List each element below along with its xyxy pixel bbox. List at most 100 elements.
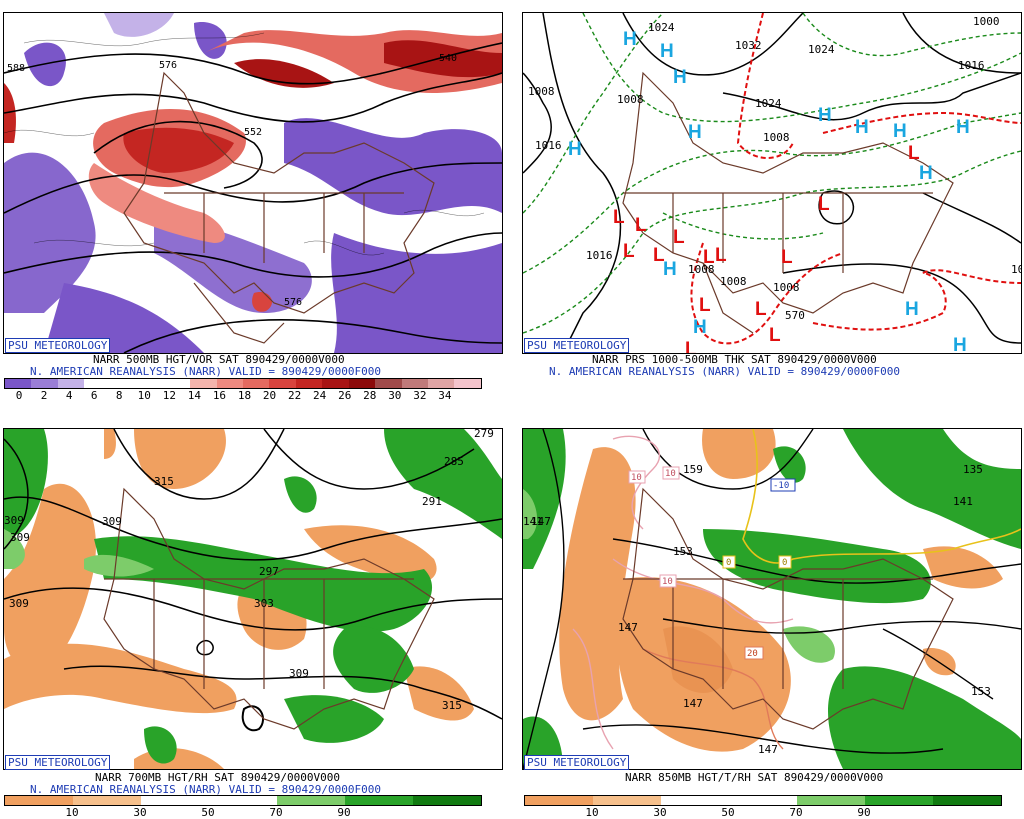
colorbar-swatch [73,796,141,805]
colorbar-tick-label: 16 [212,389,227,402]
high-pressure-marker: H [919,163,933,184]
colorbar-swatch [57,379,85,388]
colorbar-ticks: 10 30 50 70 90 [4,807,480,819]
isobar-label: 1008 [688,263,715,276]
colorbar-tick-label: 70 [789,806,803,819]
high-pressure-marker: H [663,259,677,280]
contour-label: 279 [474,429,494,440]
isobar-label: 1016 [958,59,985,72]
colorbar-swatch [190,379,217,388]
psu-badge: PSU METEOROLOGY [524,755,630,770]
map-500mb: 576 588 540 552 576 [3,12,503,354]
low-pressure-marker: L [769,325,781,346]
colorbar-tick-label: 50 [721,806,735,819]
height-labels-500mb: 576 588 540 552 576 [7,53,457,308]
contour-label: 141 [523,515,543,528]
high-pressure-marker: H [953,335,967,353]
colorbar-tick-label: 90 [857,806,871,819]
colorbar-swatch [933,796,1001,805]
contour-label: 315 [442,699,462,712]
colorbar-tick-label: 10 [137,389,151,402]
contour-label: 309 [4,514,24,527]
low-pressure-marker: L [623,241,635,262]
colorbar-swatch [141,796,209,805]
contour-label: 135 [963,463,983,476]
isobar-label: 1016 [586,249,613,262]
isobar-label: 1008 [720,275,747,288]
colorbar-swatch [525,796,593,805]
contour-label: 153 [971,685,991,698]
contour-label: 309 [102,515,122,528]
panel-850mb-temp-rh: 159 153 147 147 141 135 147 141 153 147 … [512,410,1024,819]
caption-product: NARR PRS 1000-500MB THK SAT 890429/0000V… [592,353,877,366]
colorbar-tick-label: 24 [313,389,327,402]
isobar-label: 1024 [648,21,675,34]
low-pressure-marker: L [653,245,665,266]
panel-500mb-vorticity: 576 588 540 552 576 PSU METEOROLOGY NARR… [0,0,512,410]
colorbar-swatch [5,796,73,805]
high-pressure-marker: H [688,122,702,143]
low-pressure-marker: L [699,295,711,316]
colorbar-vorticity [4,378,482,389]
isobar-label: 10 [1011,263,1021,276]
caption-product: NARR 700MB HGT/RH SAT 890429/0000V000 [95,771,341,784]
psu-badge: PSU METEOROLOGY [524,338,630,353]
low-pressure-marker: L [755,299,767,320]
isobar-label: 1000 [973,15,1000,28]
contour-label: 315 [154,475,174,488]
map-pressure-thickness: 1024 1032 1024 1008 1008 1016 1024 1016 … [522,12,1022,354]
colorbar-rh [524,795,1002,806]
colorbar-tick-label: 30 [388,389,402,402]
colorbar-swatch [797,796,865,805]
colorbar-swatch [401,379,428,388]
colorbar-tick-label: 8 [115,389,123,402]
caption-valid: N. AMERICAN REANALYSIS (NARR) VALID = 89… [30,783,381,796]
colorbar-swatch [661,796,729,805]
colorbar-tick-label: 18 [237,389,252,402]
contour-label: 309 [289,667,309,680]
low-pressure-marker: L [818,194,830,215]
high-pressure-marker: H [855,117,869,138]
colorbar-swatch [593,796,661,805]
colorbar-rh [4,795,482,806]
colorbar-swatch [242,379,270,388]
contour-label: 297 [259,565,279,578]
high-pressure-marker: H [818,105,832,126]
colorbar-swatch [345,796,413,805]
contour-label: 291 [422,495,442,508]
contour-label: 159 [683,463,703,476]
height-labels-850mb: 159 153 147 147 141 135 147 141 153 147 [523,463,991,756]
contour-label: 147 [618,621,638,634]
colorbar-swatch [110,379,138,388]
colorbar-tick-label: 90 [337,806,351,819]
colorbar-tick-label: 10 [585,806,599,819]
colorbar-tick-label: 26 [338,389,352,402]
isobar-label: 1024 [808,43,835,56]
low-pressure-marker: L [703,247,715,268]
temp-label: 20 [747,649,758,659]
contour-label: 147 [683,697,703,710]
colorbar-swatch [865,796,933,805]
isobar-label: 1008 [763,131,790,144]
isobar-label: 1008 [773,281,800,294]
contour-label: 303 [254,597,274,610]
low-pressure-marker: L [781,247,793,268]
low-pressure-marker: L [908,143,920,164]
temp-label: 0 [782,558,787,568]
colorbar-swatch [269,379,296,388]
contour-label: 147 [531,515,551,528]
colorbar-swatch [137,379,164,388]
isobar-label: 1016 [535,139,562,152]
contour-label: 552 [244,127,262,138]
colorbar-swatch [413,796,481,805]
colorbar-swatch [216,379,243,388]
colorbar-tick-label: 12 [162,389,176,402]
map-700mb: 315 309 309 297 285 291 303 309 315 309 … [3,428,503,770]
contour-label: 576 [284,297,302,308]
caption-valid: N. AMERICAN REANALYSIS (NARR) VALID = 89… [549,365,900,378]
high-pressure-marker: H [893,121,907,142]
colorbar-tick-label: 50 [201,806,215,819]
contour-label: 540 [439,53,457,64]
map-850mb: 159 153 147 147 141 135 147 141 153 147 … [522,428,1022,770]
